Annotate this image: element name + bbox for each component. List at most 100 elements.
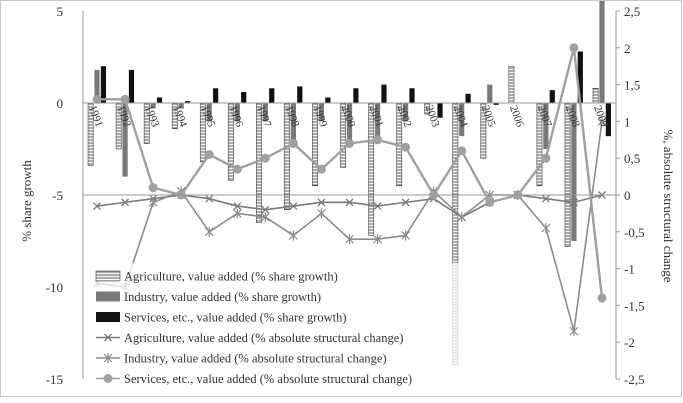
point-agriculture — [93, 202, 101, 210]
point-services — [316, 164, 326, 174]
bar-services — [381, 84, 387, 103]
line-services — [97, 47, 604, 299]
point-agriculture — [345, 198, 354, 207]
bar-industry — [459, 103, 465, 137]
bar-industry — [150, 103, 156, 109]
point-industry — [288, 230, 298, 241]
right-tick-label: -0,5 — [624, 225, 645, 240]
bar-services — [184, 101, 191, 103]
legend-swatch-bar-services — [96, 312, 120, 322]
bar-industry — [346, 103, 353, 140]
right-tick-label: -2,5 — [624, 372, 645, 387]
right-tick-label: 0 — [624, 188, 631, 203]
legend-label-bar-services: Services, etc., value added (% share gro… — [124, 311, 346, 325]
legend-background — [89, 263, 519, 395]
bar-services — [325, 97, 331, 103]
category-labels: 1991 1992 1993 1994 1995 1996 1997 1998 1999 2000… — [86, 104, 610, 129]
right-tick-label: 1 — [624, 114, 631, 129]
left-tick-label: 0 — [57, 96, 64, 111]
bar-industry — [571, 103, 577, 241]
point-industry — [232, 208, 242, 219]
point-industry — [541, 223, 551, 234]
bar-industry — [122, 103, 128, 177]
point-industry — [457, 212, 467, 223]
bar-services — [156, 97, 163, 103]
legend-label-line-agriculture: Agriculture, value added (% absolute str… — [124, 331, 403, 345]
point-services — [457, 146, 467, 156]
point-services — [401, 142, 411, 152]
point-services — [288, 138, 298, 148]
point-services — [541, 153, 551, 163]
bar-services — [213, 88, 219, 103]
point-services — [260, 153, 270, 163]
bar-industry — [262, 103, 268, 122]
point-industry — [597, 116, 607, 127]
legend-swatch-bar-agriculture — [95, 270, 121, 282]
right-tick-label: 1,5 — [624, 78, 640, 93]
point-agriculture — [289, 202, 298, 210]
bar-services — [493, 103, 499, 105]
bar-industry — [206, 103, 212, 122]
bar-services — [128, 69, 135, 103]
point-services — [92, 94, 102, 104]
bar-industry — [543, 103, 549, 149]
bar-industry — [290, 103, 296, 140]
point-agriculture — [373, 202, 382, 210]
bar-services — [269, 88, 275, 103]
bar-services — [297, 86, 303, 103]
left-tick-labels: 5 0 -5 -10 -15 — [46, 4, 63, 387]
legend-swatch-bar-industry — [96, 291, 120, 302]
point-services — [485, 197, 495, 207]
point-agriculture — [205, 194, 214, 203]
right-tick-label: -2 — [624, 335, 635, 350]
left-axis-title: % share growth — [19, 160, 34, 242]
left-tick-label: -15 — [46, 372, 63, 387]
point-agriculture — [317, 198, 326, 207]
point-industry — [345, 234, 354, 245]
axes-layer — [82, 10, 620, 380]
bar-agriculture — [592, 87, 599, 104]
bar-services — [549, 90, 555, 103]
bar-services — [437, 103, 443, 118]
legend: Agriculture, value added (% share growth… — [89, 263, 519, 395]
legend-marker-line-agriculture — [104, 333, 112, 342]
bar-services — [409, 88, 415, 103]
point-agriculture — [233, 202, 242, 210]
right-tick-labels: 2,5 2 1,5 1 0,5 0 -0,5 -1 -1,5 -2 -2,5 — [624, 4, 645, 387]
bar-services — [241, 91, 247, 103]
legend-label-line-industry: Industry, value added (% absolute struct… — [124, 352, 387, 366]
legend-label-bar-agriculture: Agriculture, value added (% share growth… — [124, 270, 338, 284]
bar-services — [100, 66, 107, 103]
bar-services — [353, 88, 359, 103]
bar-services — [465, 93, 471, 103]
bar-industry — [599, 0, 605, 104]
point-services — [232, 164, 242, 174]
point-agriculture — [121, 198, 130, 207]
legend-label-bar-industry: Industry, value added (% share growth) — [124, 290, 321, 304]
point-agriculture — [261, 205, 270, 214]
point-services — [569, 43, 579, 53]
right-tick-label: 0,5 — [624, 151, 640, 166]
legend-marker-line-services — [103, 374, 113, 383]
right-axis-title: %, absolute structural change — [661, 129, 676, 282]
bar-industry — [94, 69, 100, 103]
bar-industry — [487, 84, 493, 103]
point-industry — [569, 326, 579, 337]
point-industry — [204, 226, 214, 237]
bar-industry — [403, 103, 409, 122]
bar-industry — [178, 103, 184, 109]
bar-services — [577, 51, 583, 103]
point-industry — [260, 212, 270, 223]
right-tick-label: 2 — [624, 41, 631, 56]
point-services — [204, 150, 214, 160]
point-services — [148, 183, 158, 193]
right-tick-label: 2,5 — [624, 4, 640, 19]
point-services — [120, 94, 130, 104]
category-label: 2006 — [507, 104, 526, 129]
point-services — [373, 135, 383, 145]
legend-marker-line-industry — [103, 353, 113, 363]
point-industry — [401, 230, 411, 241]
point-services — [345, 138, 354, 148]
bar-industry — [318, 103, 325, 122]
point-industry — [317, 208, 326, 219]
